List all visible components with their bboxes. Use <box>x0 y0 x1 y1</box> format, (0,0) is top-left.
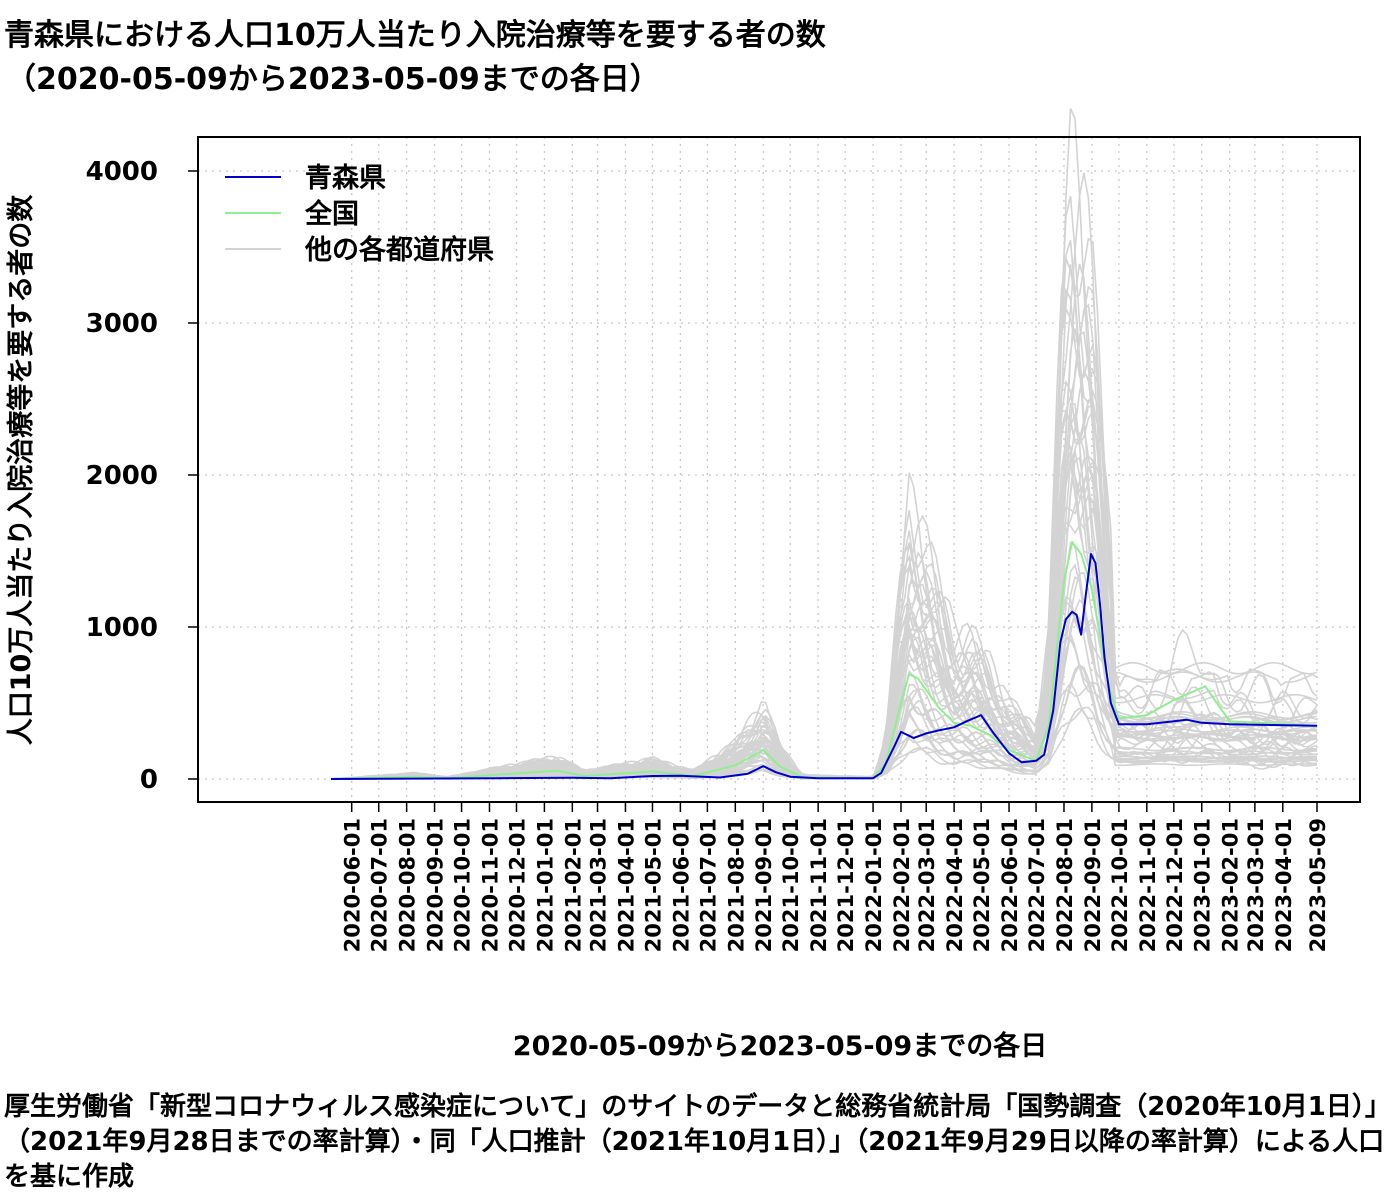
x-tick-label: 2020-07-01 <box>368 818 392 952</box>
x-tick-label: 2023-04-01 <box>1272 818 1296 952</box>
x-tick-label: 2021-03-01 <box>587 818 611 952</box>
x-tick-label: 2021-09-01 <box>752 818 776 952</box>
other-prefecture-line <box>330 466 1317 780</box>
x-tick-label: 2021-02-01 <box>561 818 585 952</box>
legend-label: 青森県 <box>305 163 386 194</box>
other-prefecture-line <box>330 411 1318 780</box>
x-tick-label: 2022-08-01 <box>1053 818 1077 952</box>
x-tick-label: 2023-05-09 <box>1306 818 1330 952</box>
x-tick-label: 2023-02-01 <box>1219 818 1243 952</box>
x-tick-label: 2022-06-01 <box>998 818 1022 952</box>
x-tick-label: 2022-02-01 <box>890 818 914 952</box>
other-prefecture-line <box>330 328 1318 780</box>
chart-title: 青森県における人口10万人当たり入院治療等を要する者の数 （2020-05-09… <box>4 14 826 102</box>
y-tick-label: 2000 <box>86 461 158 491</box>
x-tick-label: 2021-04-01 <box>614 818 638 952</box>
x-tick-label: 2020-09-01 <box>424 818 448 952</box>
x-tick-label: 2021-05-01 <box>642 818 666 952</box>
x-tick-label: 2022-05-01 <box>970 818 994 952</box>
axes: 0 1000 2000 3000 4000 人口10万人当たり入院治療等を要する者の数 20… <box>5 136 1361 952</box>
other-prefecture-line <box>330 285 1318 780</box>
x-axis-label: 2020-05-09から2023-05-09までの各日 <box>512 1031 1048 1062</box>
x-tick-label: 2021-08-01 <box>724 818 748 952</box>
x-tick-label: 2022-07-01 <box>1025 818 1049 952</box>
x-tick-label: 2022-10-01 <box>1108 818 1132 952</box>
y-tick-label: 1000 <box>86 613 158 643</box>
other-prefecture-line <box>330 600 1318 780</box>
title-sub: （2020-05-09から2023-05-09までの各日） <box>6 62 660 97</box>
aomori-series-line <box>330 553 1318 780</box>
x-tick-label: 2020-12-01 <box>506 818 530 952</box>
other-prefecture-line <box>330 195 1318 780</box>
y-tick-label: 3000 <box>86 309 158 339</box>
x-tick-label: 2020-06-01 <box>341 818 365 952</box>
legend-label: 他の各都道府県 <box>304 234 494 266</box>
x-tick-label: 2021-11-01 <box>807 818 831 952</box>
x-tick-label: 2020-10-01 <box>451 818 475 952</box>
main-series <box>330 540 1318 780</box>
x-tick-label: 2023-03-01 <box>1244 818 1268 952</box>
other-prefecture-line <box>330 303 1318 780</box>
x-tick-label: 2021-01-01 <box>533 818 557 952</box>
x-tick-label: 2021-06-01 <box>669 818 693 952</box>
y-axis-label: 人口10万人当たり入院治療等を要する者の数 <box>5 194 37 746</box>
source-note: 厚生労働省「新型コロナウィルス感染症について」のサイトのデータと総務省統計局「国… <box>4 1092 1391 1192</box>
x-tick-label: 2022-04-01 <box>943 818 967 952</box>
x-tick-label: 2022-01-01 <box>862 818 886 952</box>
x-tick-label: 2021-12-01 <box>834 818 858 952</box>
plot-frame <box>197 136 1361 803</box>
x-tick-label: 2020-08-01 <box>396 818 420 952</box>
other-prefectures-series <box>330 108 1318 780</box>
national-series-line <box>330 540 1318 780</box>
x-tick-label: 2022-03-01 <box>915 818 939 952</box>
x-tick-label: 2022-11-01 <box>1136 818 1160 952</box>
x-tick-label: 2022-09-01 <box>1081 818 1105 952</box>
x-tick-label: 2023-01-01 <box>1191 818 1215 952</box>
legend-label: 全国 <box>304 198 359 230</box>
y-tick-label: 4000 <box>86 157 158 187</box>
other-prefecture-line <box>330 330 1318 780</box>
x-tick-label: 2022-12-01 <box>1163 818 1187 952</box>
x-tick-label: 2021-07-01 <box>696 818 720 952</box>
title-main: 青森県における人口10万人当たり入院治療等を要する者の数 <box>4 18 826 53</box>
other-prefecture-line <box>330 287 1318 780</box>
x-tick-label: 2021-10-01 <box>779 818 803 952</box>
x-tick-label: 2020-11-01 <box>479 818 503 952</box>
y-tick-label: 0 <box>140 765 158 795</box>
